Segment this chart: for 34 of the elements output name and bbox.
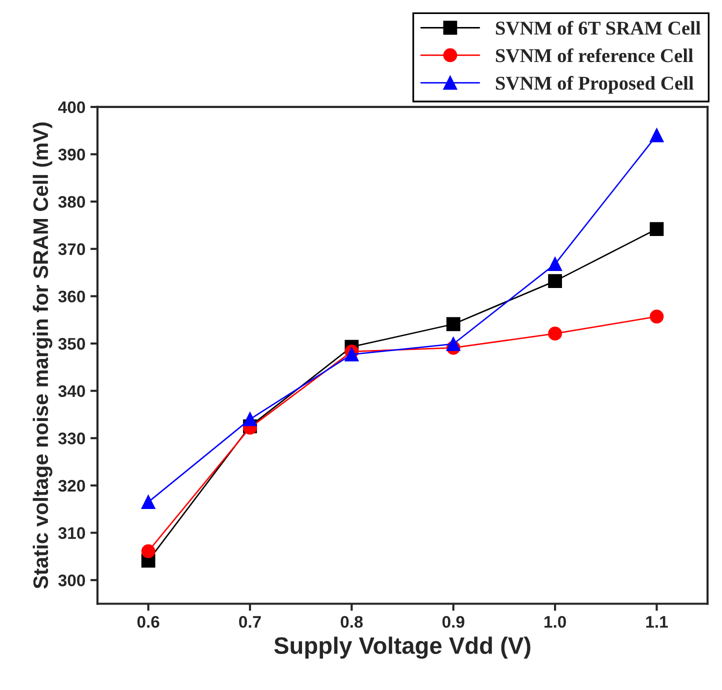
y-tick-label: 320 — [58, 480, 85, 492]
x-tick-label: 0.8 — [340, 616, 363, 628]
y-tick-label: 330 — [58, 432, 85, 444]
y-tick-label: 400 — [58, 101, 85, 114]
point — [650, 222, 664, 236]
point — [650, 128, 664, 142]
point — [141, 495, 156, 509]
legend-label: SVNM of Proposed Cell — [496, 76, 694, 94]
point — [243, 412, 257, 426]
x-tick-label: 0.9 — [442, 616, 464, 628]
point — [446, 317, 460, 332]
y-tick-label: 300 — [58, 574, 85, 586]
legend-label: SVNM of reference Cell — [496, 48, 694, 62]
y-tick-label: 390 — [58, 148, 85, 160]
point — [446, 337, 460, 351]
x-tick-label: 1.1 — [646, 616, 668, 628]
x-tick-label: 0.6 — [137, 616, 160, 628]
y-tick-label: 340 — [58, 385, 85, 398]
y-tick-label: 380 — [58, 196, 85, 208]
point — [548, 326, 562, 341]
y-tick-label: 370 — [58, 243, 85, 256]
x-tick-label: 1.0 — [544, 616, 566, 628]
y-tick-label: 310 — [58, 527, 85, 540]
point — [141, 544, 156, 558]
legend-label: SVNM of 6T SRAM Cell — [496, 20, 701, 35]
y-axis-title: Static voltage noise margin for SRAM Cell (mV) — [32, 122, 52, 589]
y-tick-label: 350 — [58, 338, 85, 350]
y-tick-label: 360 — [58, 290, 85, 302]
x-axis-title: Supply Voltage Vdd (V) — [274, 636, 530, 659]
point — [548, 274, 562, 288]
point — [650, 310, 664, 324]
x-tick-label: 0.7 — [239, 616, 261, 628]
point — [344, 347, 359, 362]
point — [548, 257, 562, 271]
